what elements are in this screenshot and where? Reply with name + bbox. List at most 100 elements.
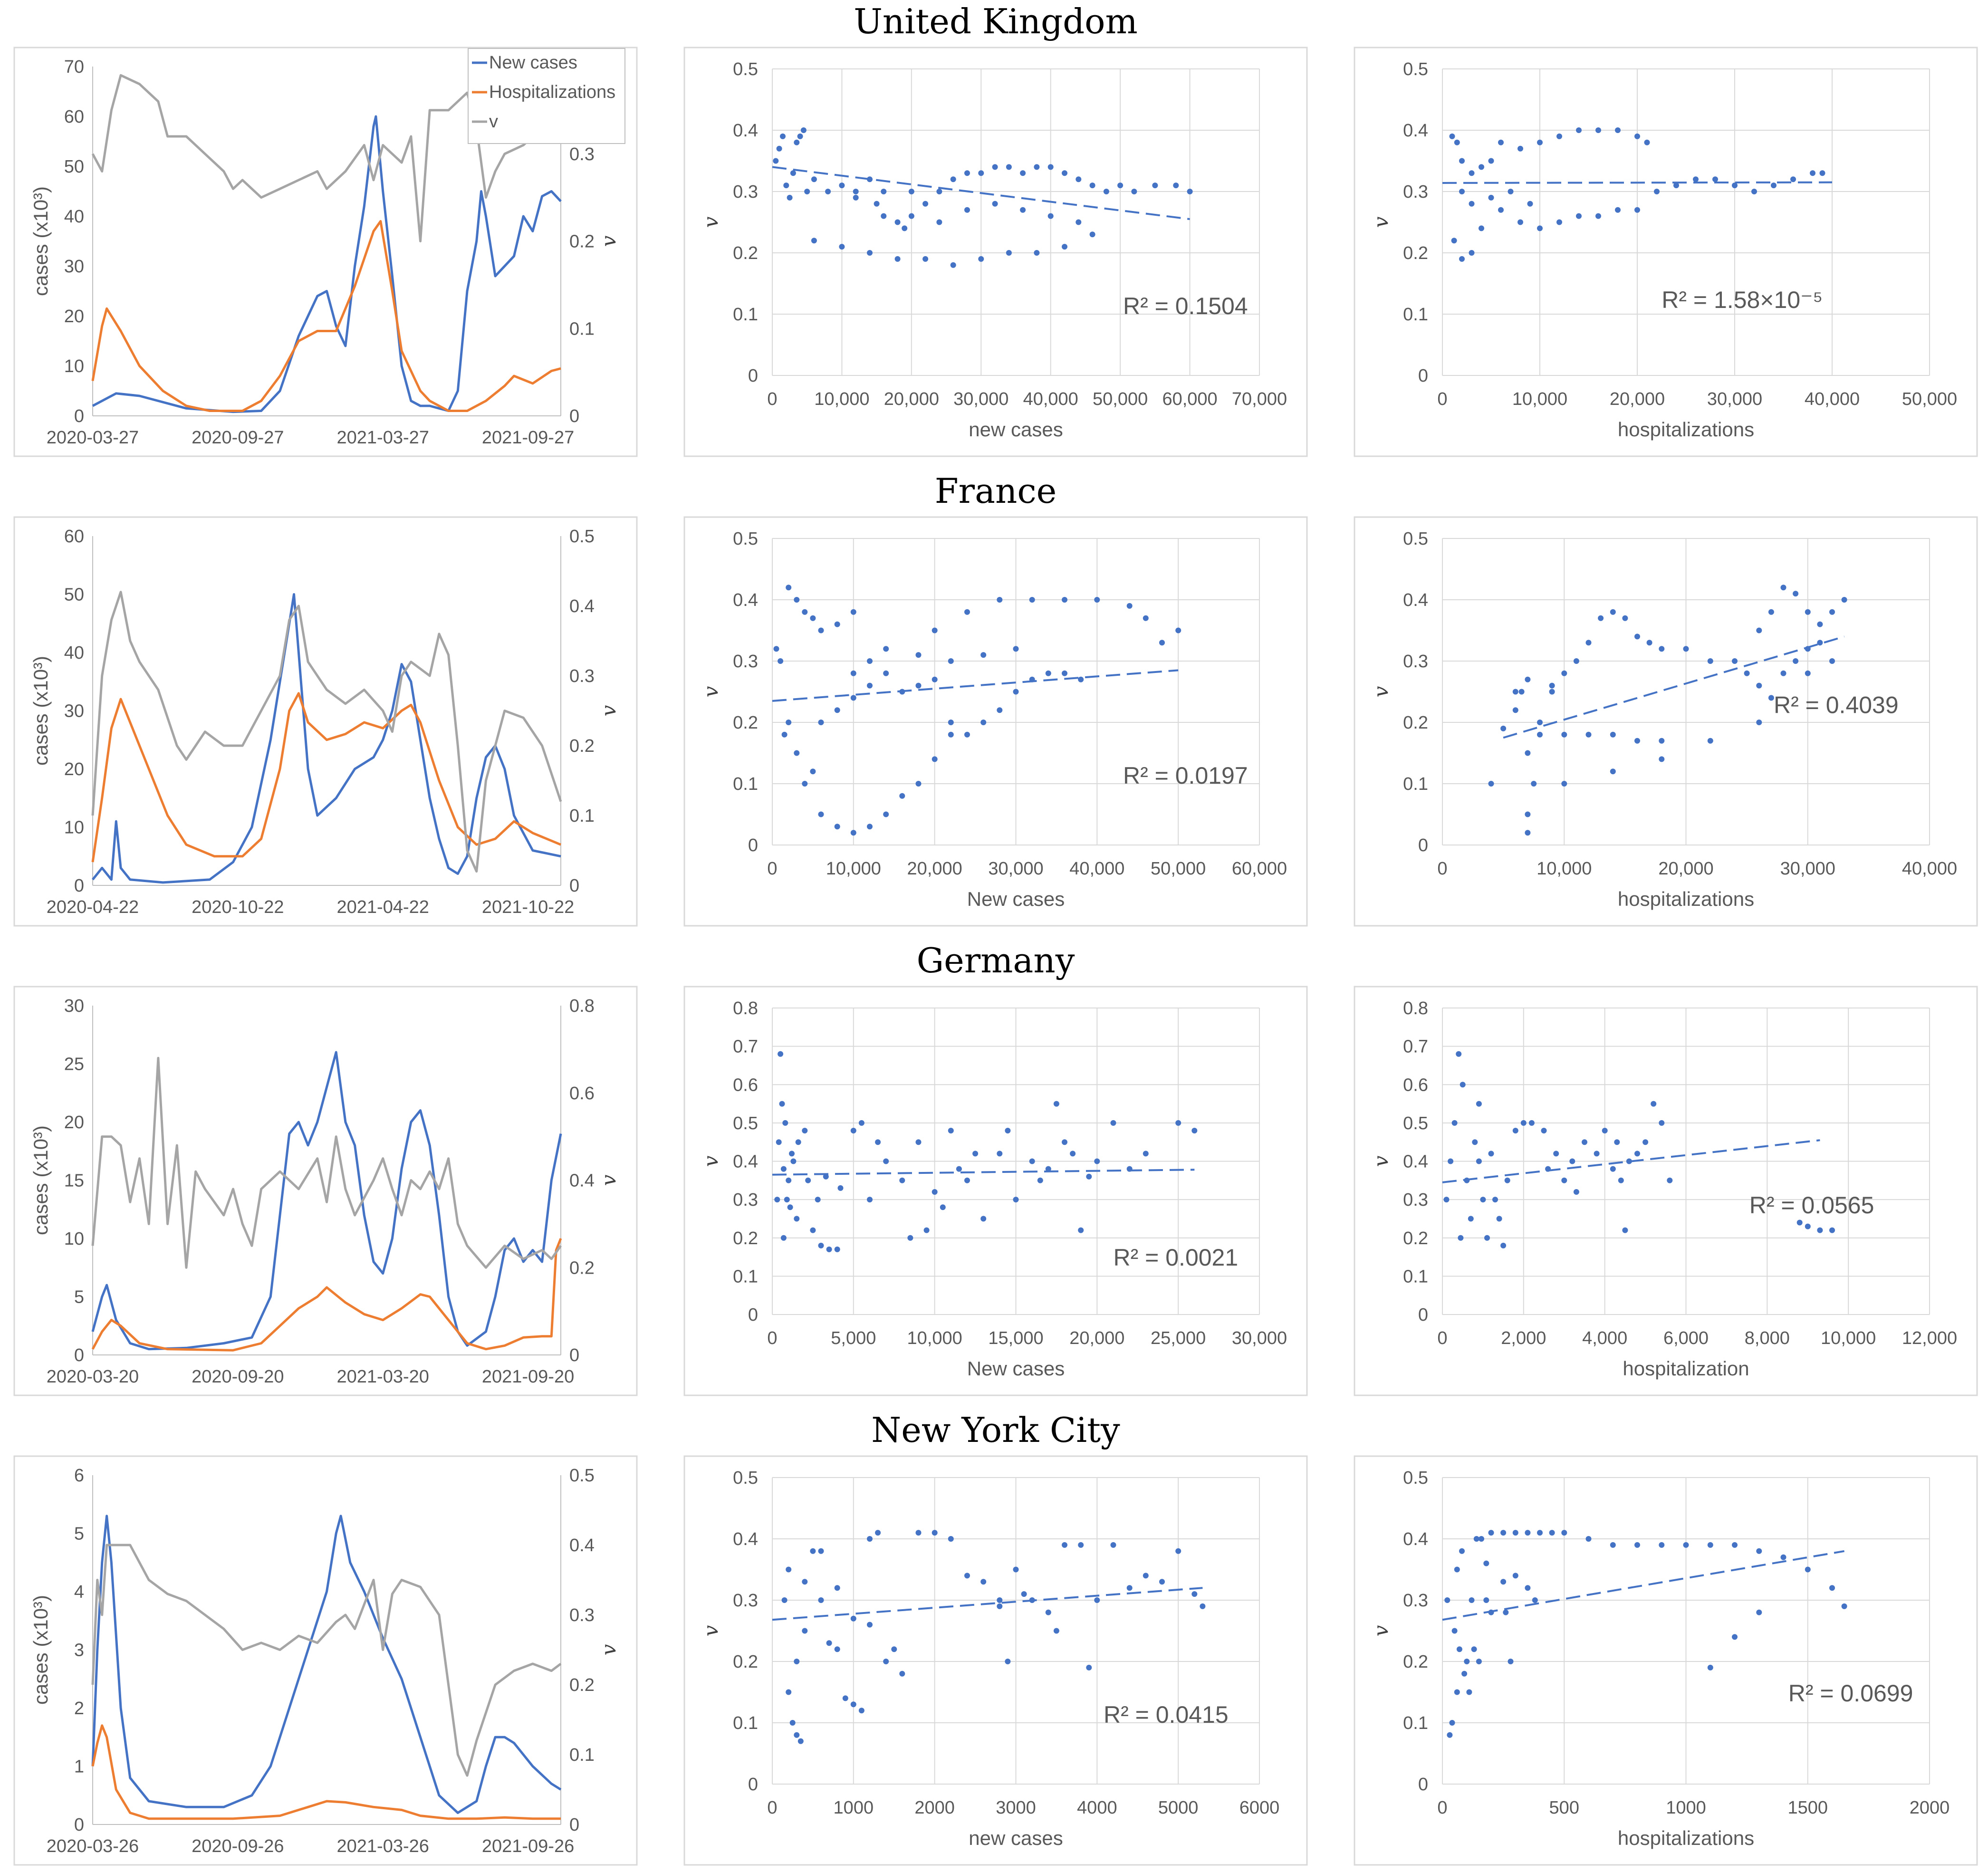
scatter-point [805,1177,811,1183]
scatter-point [1443,1197,1450,1203]
scatter-point [1817,1227,1823,1233]
scatter-point [774,1197,780,1203]
scatter-point [936,219,942,225]
y-tick-label: 0.3 [733,652,758,672]
y-tick-label-right: 0.5 [569,1466,595,1486]
scatter-point [1062,670,1067,676]
scatter-point [1810,170,1815,176]
scatter-point [1034,250,1040,256]
scatter-point [776,1139,782,1145]
scatter-point [1013,1197,1019,1203]
x-tick-label: 12,000 [1902,1328,1957,1348]
x-axis-label: new cases [969,418,1063,441]
y-tick-label: 0.3 [1403,652,1428,672]
scatter-point [1594,1151,1600,1157]
scatter-point [956,1166,962,1172]
y-tick-label-left: 5 [74,1287,84,1307]
scatter-point [1458,1235,1464,1241]
scatter-point [997,1597,1003,1603]
y-tick-label: 0.5 [733,1114,758,1133]
scatter-point [1492,1197,1498,1203]
y-tick-label-left: 0 [74,1815,84,1835]
y-tick-label: 0.4 [1403,590,1428,610]
scatter-point [1045,1609,1051,1615]
legend-box [468,48,625,144]
scatter-point [997,1151,1003,1157]
scatter-point [1796,1219,1803,1226]
scatter-point [1644,139,1650,145]
scatter-point [1610,609,1616,615]
y-tick-label-right: 0.3 [569,666,595,686]
scatter-point [1756,1548,1762,1554]
x-tick-label: 40,000 [1805,389,1860,409]
y-tick-label: 0.4 [733,1529,758,1549]
chart-germany-1: 0 5 10 15 20 25 30 0 0.2 0.4 0.6 0.8 2020-03-20 2020-… [13,986,638,1396]
y-tick-label: 0.3 [733,182,758,202]
scatter-point [1451,238,1457,244]
x-tick-label: 20,000 [1658,859,1713,879]
scatter-point [1454,1566,1460,1573]
x-axis-label: hospitalization [1623,1357,1749,1380]
y-tick-label: 0.6 [733,1075,758,1095]
y-axis-label: v [699,1625,722,1636]
x-tick-label: 40,000 [1902,859,1957,879]
scatter-point [1076,176,1082,182]
scatter-point [1744,670,1750,676]
chart-united-kingdom-3: 0 0.1 0.2 0.3 0.4 0.5 0 10,000 20,000 30,000 40,00… [1354,47,1978,457]
y-tick-label-right: 0.1 [569,806,595,826]
scatter-point [1537,225,1543,231]
y-tick-label-right: 0.2 [569,1258,595,1278]
scatter-point [1473,1536,1479,1542]
x-tick-label: 2020-09-26 [192,1836,284,1856]
scatter-point [1659,756,1665,762]
scatter-point [1451,1628,1458,1634]
x-tick-label: 20,000 [907,859,962,879]
scatter-point [1484,1235,1490,1241]
scatter-point [1029,1158,1035,1164]
scatter-point [1756,627,1762,634]
y-tick-label-left: 0 [74,1345,84,1365]
scatter-point [1461,1670,1468,1677]
x-tick-label: 8,000 [1745,1328,1790,1348]
scatter-point [1498,207,1504,213]
scatter-point [818,1597,824,1603]
scatter-point [789,1720,796,1726]
scatter-point [850,1701,856,1708]
scatter-point [1659,1120,1665,1126]
scatter-point [883,1659,889,1664]
scatter-point [823,1173,829,1180]
chart-new-york-city-3: 0 0.1 0.2 0.3 0.4 0.5 0 500 1000 1500 2000 hospital… [1354,1455,1978,1866]
scatter-point [787,194,793,201]
scatter-point [980,1579,987,1585]
scatter-point [1089,182,1095,189]
x-tick-label: 2021-04-22 [337,897,429,917]
y-tick-label: 0 [748,835,758,855]
y-tick-label: 0.1 [1403,1713,1428,1733]
scatter-point [810,1227,816,1233]
scatter-point [1553,1151,1559,1157]
y-tick-label-right: 0.2 [569,736,595,756]
scatter-point [1173,182,1179,189]
y-tick-label: 0.5 [733,59,758,79]
chart-new-york-city-1: 0 1 2 3 4 5 6 0 0.1 0.2 0.3 0.4 0.5 2020-03-26 2020-09… [13,1455,638,1866]
scatter-point [1488,194,1494,201]
x-tick-label: 30,000 [953,389,1008,409]
chart-france-3: 0 0.1 0.2 0.3 0.4 0.5 0 10,000 20,000 30,000 40,00… [1354,516,1978,927]
chart-germany-2: 0 0.1 0.2 0.3 0.4 0.5 0.6 0.7 0.8 0 5,000 10,000 15,… [683,986,1308,1396]
scatter-point [1805,670,1811,676]
y-tick-label-left: 20 [64,307,84,326]
y-tick-label: 0 [748,1775,758,1795]
x-tick-label: 0 [1437,1798,1447,1818]
chart-frame [1354,47,1978,457]
scatter-point [1841,1603,1847,1609]
chart-frame [1354,516,1978,927]
scatter-point [907,1235,913,1241]
scatter-point [850,1615,856,1622]
scatter-point [1476,1158,1482,1164]
y-axis-label-right: v [597,705,620,716]
scatter-point [1466,1689,1472,1695]
scatter-point [915,1530,922,1536]
scatter-point [1013,1566,1019,1573]
y-tick-label: 0.4 [1403,121,1428,141]
